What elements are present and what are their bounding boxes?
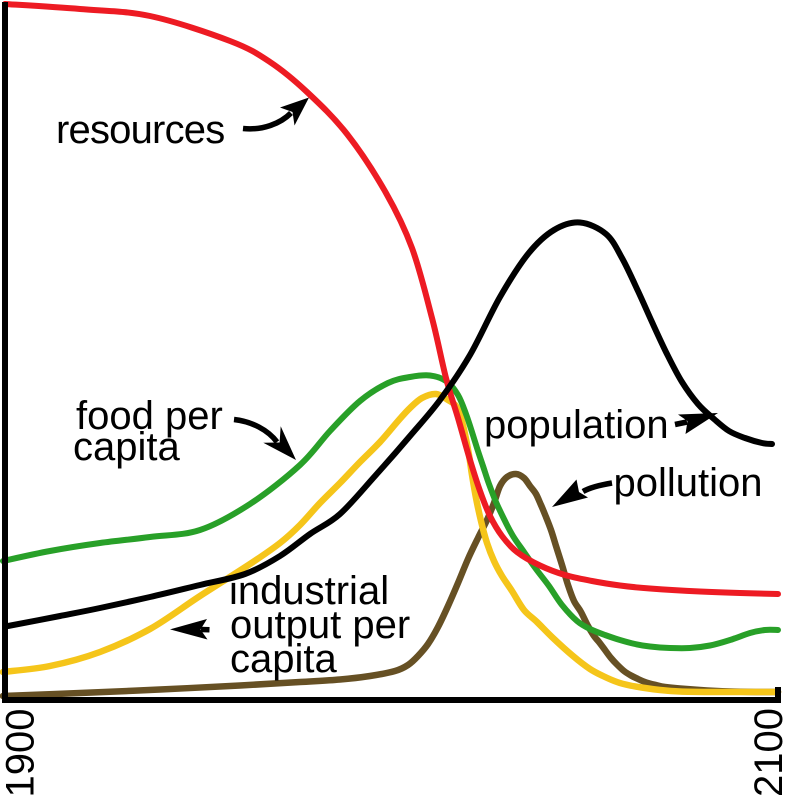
svg-text:capita: capita bbox=[230, 637, 337, 681]
svg-text:output per: output per bbox=[230, 603, 410, 647]
svg-text:2100: 2100 bbox=[747, 708, 788, 797]
svg-text:1900: 1900 bbox=[0, 709, 43, 798]
svg-text:capita: capita bbox=[73, 425, 180, 469]
svg-text:population: population bbox=[484, 403, 669, 447]
svg-text:food per: food per bbox=[76, 394, 223, 438]
svg-text:pollution: pollution bbox=[614, 461, 763, 505]
svg-text:industrial: industrial bbox=[229, 569, 389, 613]
svg-text:resources: resources bbox=[56, 108, 224, 152]
